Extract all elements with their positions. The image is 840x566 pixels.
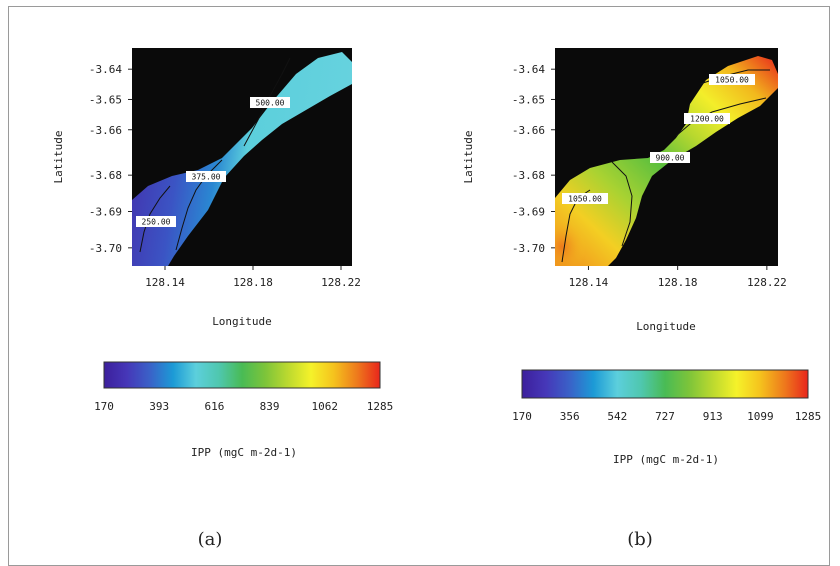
x-axis-label-b: Longitude — [636, 320, 696, 333]
colorbar-tick-label: 616 — [204, 400, 224, 413]
axis-ticks-b: 128.14 128.18 128.22 -3.64 -3.65 -3.66 -3.68 -3… — [512, 63, 787, 289]
svg-text:250.00: 250.00 — [142, 218, 171, 227]
y-axis-label-b: Latitude — [462, 131, 475, 184]
y-tick-label: -3.70 — [512, 242, 545, 255]
x-tick-label: 128.14 — [569, 276, 609, 289]
y-tick-label: -3.68 — [512, 169, 545, 182]
y-tick-label: -3.70 — [89, 242, 122, 255]
svg-text:375.00: 375.00 — [192, 173, 221, 182]
svg-text:900.00: 900.00 — [656, 154, 685, 163]
y-tick-label: -3.68 — [89, 169, 122, 182]
ipp-hotspot-b — [555, 160, 640, 266]
x-tick-label: 128.18 — [658, 276, 698, 289]
colorbar-tick-label: 913 — [703, 410, 723, 423]
colorbar-tick-label: 170 — [94, 400, 114, 413]
panel-label-a: (a) — [198, 529, 223, 550]
y-tick-label: -3.66 — [512, 124, 545, 137]
axis-ticks-a: 128.14 128.18 128.22 -3.64 -3.65 -3.66 -3.68 -3… — [89, 63, 361, 289]
colorbar-tick-label: 727 — [655, 410, 675, 423]
panel-b: 1050.00 1200.00 900.00 1050.00 Longitude… — [462, 48, 821, 550]
colorbar-label-a: IPP (mgC m-2d-1) — [191, 446, 297, 459]
y-tick-label: -3.69 — [512, 206, 545, 219]
colorbar-tick-label: 393 — [149, 400, 169, 413]
panel-a: 500.00 375.00 250.00 Longitude Latitude … — [52, 48, 393, 550]
contour-label-b-1200: 1200.00 — [684, 113, 730, 124]
contour-line-a-250 — [139, 185, 171, 253]
contour-label-b-1050-right: 1050.00 — [709, 74, 755, 85]
colorbar-tick-label: 170 — [512, 410, 532, 423]
y-tick-label: -3.65 — [89, 93, 122, 106]
y-tick-label: -3.69 — [89, 206, 122, 219]
y-tick-label: -3.66 — [89, 124, 122, 137]
y-tick-label: -3.64 — [89, 63, 122, 76]
x-axis-label-a: Longitude — [212, 315, 272, 328]
contour-line-b-900 — [611, 161, 633, 247]
colorbar-ticks-a: 170 393 616 839 1062 1285 — [94, 400, 393, 413]
x-tick-label: 128.14 — [145, 276, 185, 289]
contour-label-a-500: 500.00 — [250, 97, 290, 108]
colorbar-tick-label: 1285 — [795, 410, 822, 423]
colorbar-b — [521, 369, 809, 399]
contour-label-b-900: 900.00 — [650, 152, 690, 163]
x-tick-label: 128.22 — [747, 276, 787, 289]
contour-label-b-1050-left: 1050.00 — [562, 193, 608, 204]
contour-line-b-1200 — [675, 97, 767, 137]
contour-line-a-500 — [243, 57, 291, 147]
colorbar-tick-label: 839 — [260, 400, 280, 413]
colorbar-a — [103, 361, 381, 389]
y-tick-label: -3.64 — [512, 63, 545, 76]
colorbar-tick-label: 356 — [560, 410, 580, 423]
colorbar-tick-label: 1062 — [312, 400, 339, 413]
contour-label-a-375: 375.00 — [186, 171, 226, 182]
svg-text:1200.00: 1200.00 — [690, 115, 724, 124]
colorbar-label-b: IPP (mgC m-2d-1) — [613, 453, 719, 466]
colorbar-ticks-b: 170 356 542 727 913 1099 1285 — [512, 410, 821, 423]
colorbar-tick-label: 1099 — [747, 410, 774, 423]
svg-text:1050.00: 1050.00 — [568, 195, 602, 204]
contour-label-a-250: 250.00 — [136, 216, 176, 227]
y-tick-label: -3.65 — [512, 93, 545, 106]
colorbar-tick-label: 542 — [607, 410, 627, 423]
svg-text:500.00: 500.00 — [256, 99, 285, 108]
y-axis-label-a: Latitude — [52, 131, 65, 184]
panel-label-b: (b) — [627, 529, 653, 550]
colorbar-tick-label: 1285 — [367, 400, 394, 413]
x-tick-label: 128.22 — [321, 276, 361, 289]
svg-text:1050.00: 1050.00 — [715, 76, 749, 85]
x-tick-label: 128.18 — [233, 276, 273, 289]
